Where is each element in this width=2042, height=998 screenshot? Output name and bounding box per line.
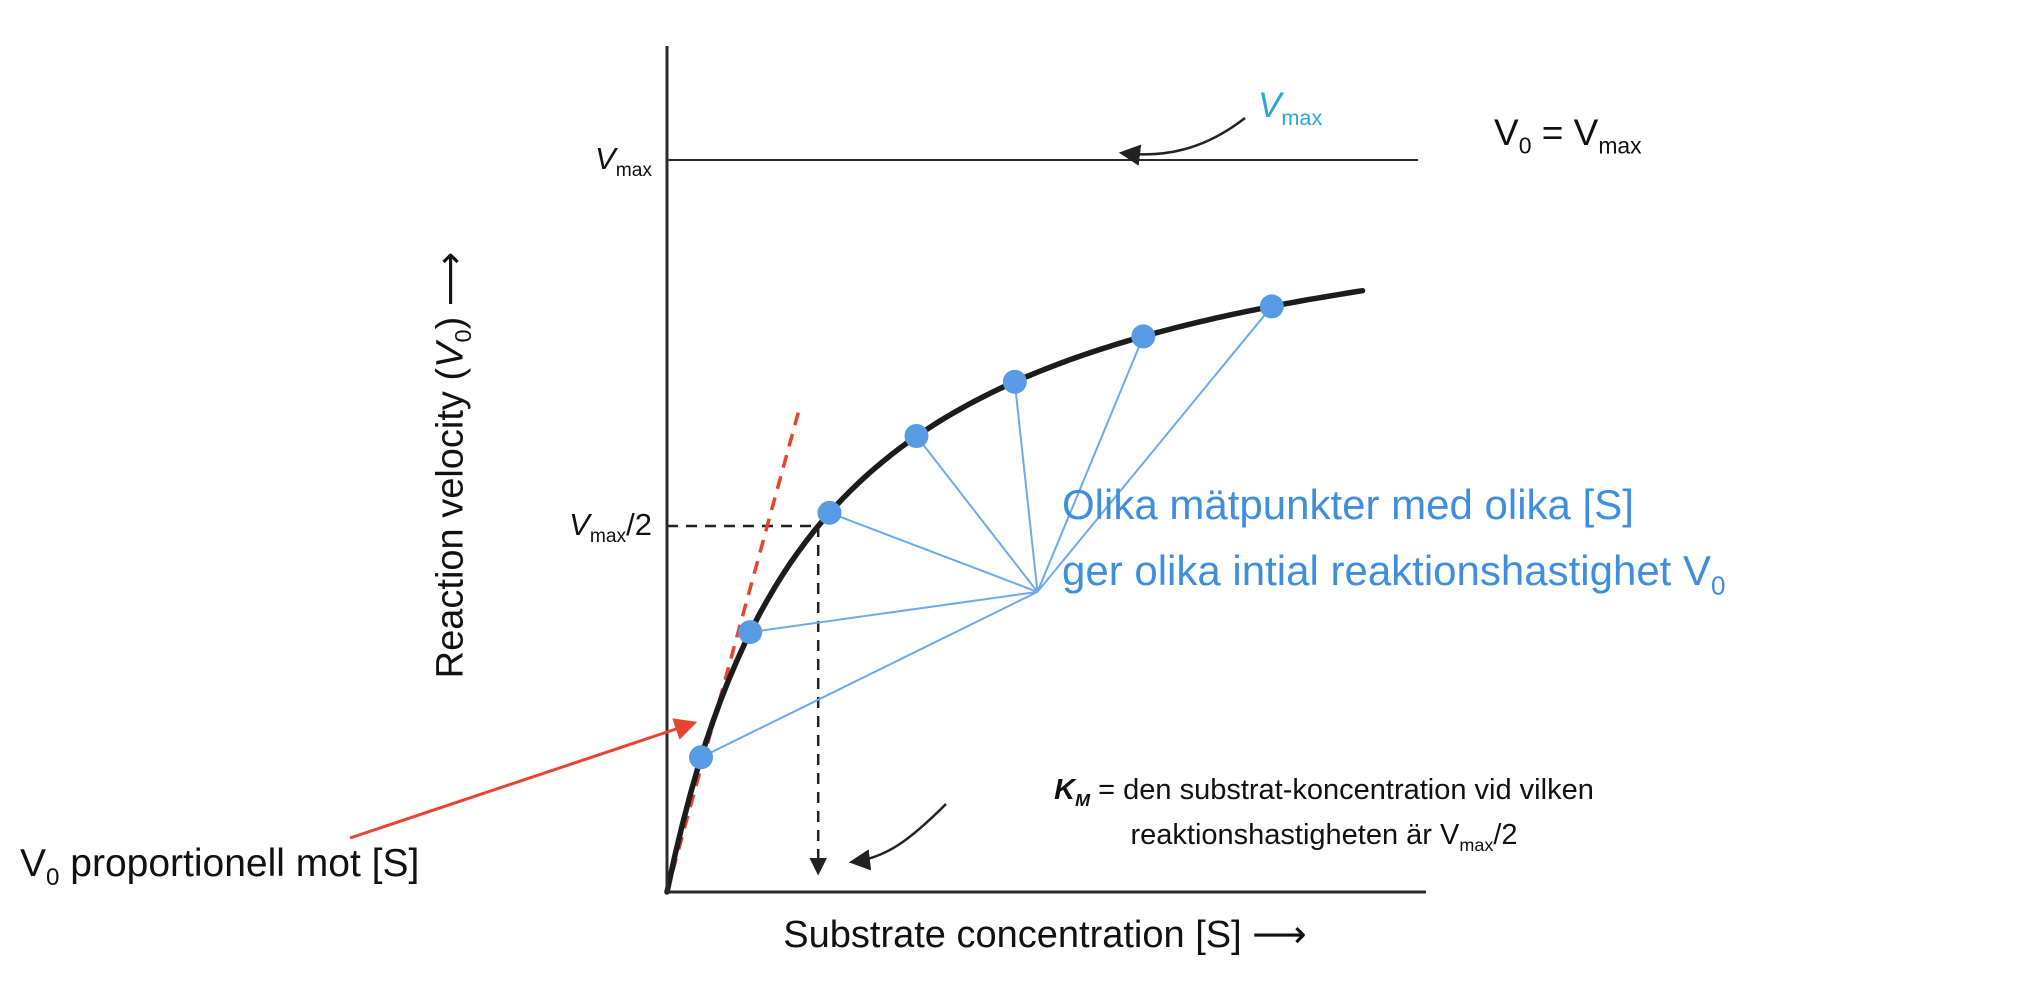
v0-equals-vmax-label: V0 = Vmax [1494,112,1642,157]
tangent-line [665,408,801,893]
data-point [738,620,763,645]
fan-connector-line [700,590,1038,759]
measurement-points-note-line1: Olika mätpunkter med olika [S] [1062,481,1634,528]
text-part: V [569,507,590,542]
text-part: reaktionshastigheten är V [1130,819,1460,851]
vmax-callout-arrow [1118,117,1246,166]
text-part: M [1075,789,1091,810]
text-part: /2 [1493,819,1518,851]
text-part: max [615,160,652,182]
y-tick-vmax-half: Vmax/2 [530,507,652,546]
text-part: ) [429,306,472,330]
fan-connector-line [1013,381,1039,592]
text-part: V [1258,86,1282,125]
fan-connector-line [915,435,1039,593]
text-part: ger olika intial reaktionshastighet V [1062,547,1712,594]
text-part: max [1598,132,1642,159]
fan-connector-line [829,511,1038,593]
fan-connector-line [1036,305,1273,593]
data-point [904,424,929,448]
text-part: 0 [46,863,60,891]
vmax-callout-label: Vmax [1258,86,1322,128]
measurement-points-note-line2: ger olika intial reaktionshastighet V0 [1062,538,1726,604]
data-point [689,745,713,770]
text-part: 0 [450,329,477,343]
text-part: V [20,842,47,885]
text-part: ⟶ [429,251,472,307]
data-point [1259,294,1284,319]
y-axis-title: Reaction velocity (V0) ⟶ [428,251,477,679]
text-part: max [1281,105,1323,130]
text-part: ⟶ [1252,914,1307,956]
text-part: 0 [1518,132,1532,159]
text-part: Reaction velocity ( [429,367,472,679]
measurement-points-note: Olika mätpunkter med olika [S] ger olika… [1062,472,1726,604]
text-part: max [589,526,627,548]
v0-proportional-arrow [349,718,698,840]
text-part: V [595,141,616,176]
text-part: 0 [1711,570,1726,601]
x-axis-title: Substrate concentration [S] ⟶ [783,912,1306,957]
km-callout-arrow [848,803,947,871]
text-part: V [1494,112,1519,153]
km-definition-line1: KM = den substrat-koncentration vid vilk… [950,768,1698,813]
text-part: Substrate concentration [S] [783,914,1253,956]
text-part: max [1459,834,1494,855]
data-point [1002,369,1027,394]
y-tick-vmax: Vmax [530,141,652,180]
text-part: = V [1531,112,1599,153]
data-point [817,500,842,525]
fan-connector-line [1036,336,1145,593]
text-part: K [1054,774,1076,806]
data-point [1131,324,1156,349]
fan-connector-line [750,590,1038,634]
text-part: /2 [626,507,652,542]
text-part: proportionell mot [S] [59,842,420,885]
km-definition-line2: reaktionshastigheten är Vmax/2 [950,813,1698,858]
text-part: V [429,342,472,368]
v0-proportional-label: V0 proportionell mot [S] [20,842,420,889]
text-part: = den substrat-koncentration vid vilken [1090,774,1594,806]
km-definition-note: KM = den substrat-koncentration vid vilk… [950,768,1698,858]
